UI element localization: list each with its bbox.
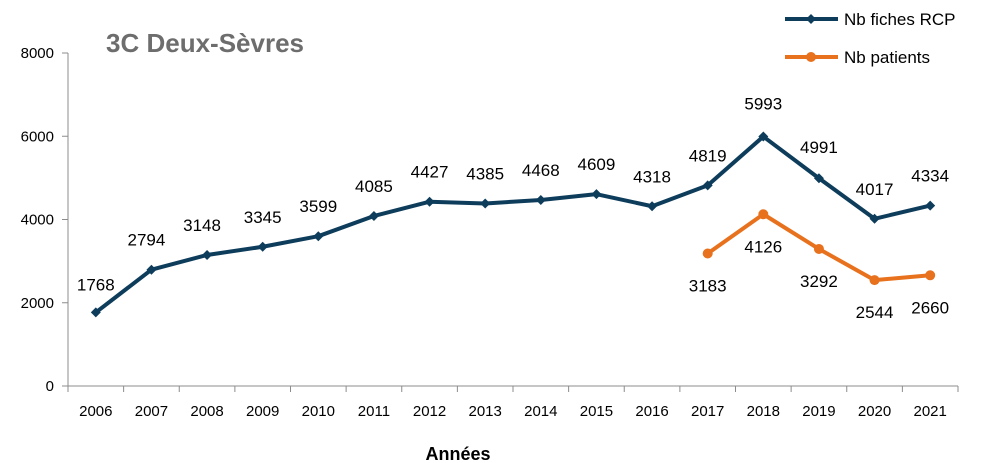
x-tick-label: 2020	[858, 403, 891, 420]
data-point	[813, 173, 824, 184]
data-point	[146, 264, 157, 275]
series-layer	[90, 131, 936, 318]
x-tick-label: 2019	[802, 403, 835, 420]
data-point	[202, 249, 213, 260]
x-tick-label: 2014	[524, 403, 557, 420]
data-point	[257, 241, 268, 252]
data-point	[702, 180, 713, 191]
x-tick-label: 2013	[469, 403, 502, 420]
x-tick-label: 2006	[79, 403, 112, 420]
y-tick-label: 0	[46, 378, 54, 395]
data-label: 4318	[633, 167, 671, 186]
x-tick-label: 2007	[135, 403, 168, 420]
data-point	[368, 210, 379, 221]
data-label: 3148	[183, 216, 221, 235]
data-point	[424, 196, 435, 207]
data-label: 4126	[744, 237, 782, 256]
x-tick-label: 2021	[914, 403, 947, 420]
data-point	[869, 275, 880, 286]
legend-label: Nb fiches RCP	[844, 10, 955, 29]
series-nb-patients	[702, 209, 936, 286]
data-point	[925, 200, 936, 211]
legend: Nb fiches RCP Nb patients	[785, 10, 955, 67]
data-point	[758, 209, 769, 220]
data-point	[480, 198, 491, 209]
data-point	[813, 243, 824, 254]
data-point	[313, 231, 324, 242]
data-label: 4085	[355, 177, 393, 196]
data-label: 4017	[856, 180, 894, 199]
y-tick-label: 8000	[21, 45, 54, 62]
x-tick-label: 2018	[747, 403, 780, 420]
data-label: 4991	[800, 138, 838, 157]
data-labels: 1768 2794 3148 3345 3599 4085 4427 4385 4468 4609…	[77, 95, 949, 323]
chart-title: 3C Deux-Sèvres	[106, 28, 304, 58]
legend-item-nb-patients: Nb patients	[785, 48, 930, 67]
data-label: 2794	[128, 231, 166, 250]
data-label: 3599	[299, 197, 337, 216]
x-tick-label: 2009	[246, 403, 279, 420]
x-tick-label: 2012	[413, 403, 446, 420]
data-label: 5993	[744, 95, 782, 114]
data-label: 3345	[244, 208, 282, 227]
data-label: 4609	[578, 155, 616, 174]
data-label: 4385	[466, 164, 504, 183]
y-tick-label: 2000	[21, 295, 54, 312]
x-tick-label: 2011	[358, 403, 390, 420]
data-label: 4819	[689, 146, 727, 165]
data-point	[90, 307, 101, 318]
data-label: 1768	[77, 275, 115, 294]
data-label: 4334	[911, 167, 949, 186]
legend-swatch-marker	[806, 52, 816, 62]
x-tick-label: 2008	[190, 403, 223, 420]
x-tick-label: 2017	[691, 403, 724, 420]
y-tick-label: 6000	[21, 128, 54, 145]
data-label: 4468	[522, 161, 560, 180]
series-nb-fiches-rcp	[90, 131, 936, 318]
data-label: 2544	[856, 303, 894, 322]
x-tick-label: 2016	[635, 403, 668, 420]
x-tick-label: 2015	[580, 403, 613, 420]
series-line	[94, 134, 931, 314]
legend-label: Nb patients	[844, 48, 930, 67]
axes: 0 2000 4000 6000 8000 2006 2007 2008 2009 2010 201…	[21, 45, 959, 420]
data-point	[758, 131, 769, 142]
legend-swatch-marker	[806, 14, 816, 24]
data-label: 3183	[689, 277, 727, 296]
x-axis-title: Années	[425, 444, 490, 463]
data-point	[591, 189, 602, 200]
y-tick-label: 4000	[21, 212, 54, 229]
data-point	[647, 201, 658, 212]
data-point	[869, 213, 880, 224]
data-point	[535, 195, 546, 206]
x-tick-label: 2010	[302, 403, 335, 420]
data-point	[925, 270, 936, 281]
data-label: 4427	[411, 163, 449, 182]
data-label: 2660	[911, 298, 949, 317]
legend-item-nb-fiches-rcp: Nb fiches RCP	[785, 10, 955, 29]
data-label: 3292	[800, 272, 838, 291]
data-point	[702, 248, 713, 259]
